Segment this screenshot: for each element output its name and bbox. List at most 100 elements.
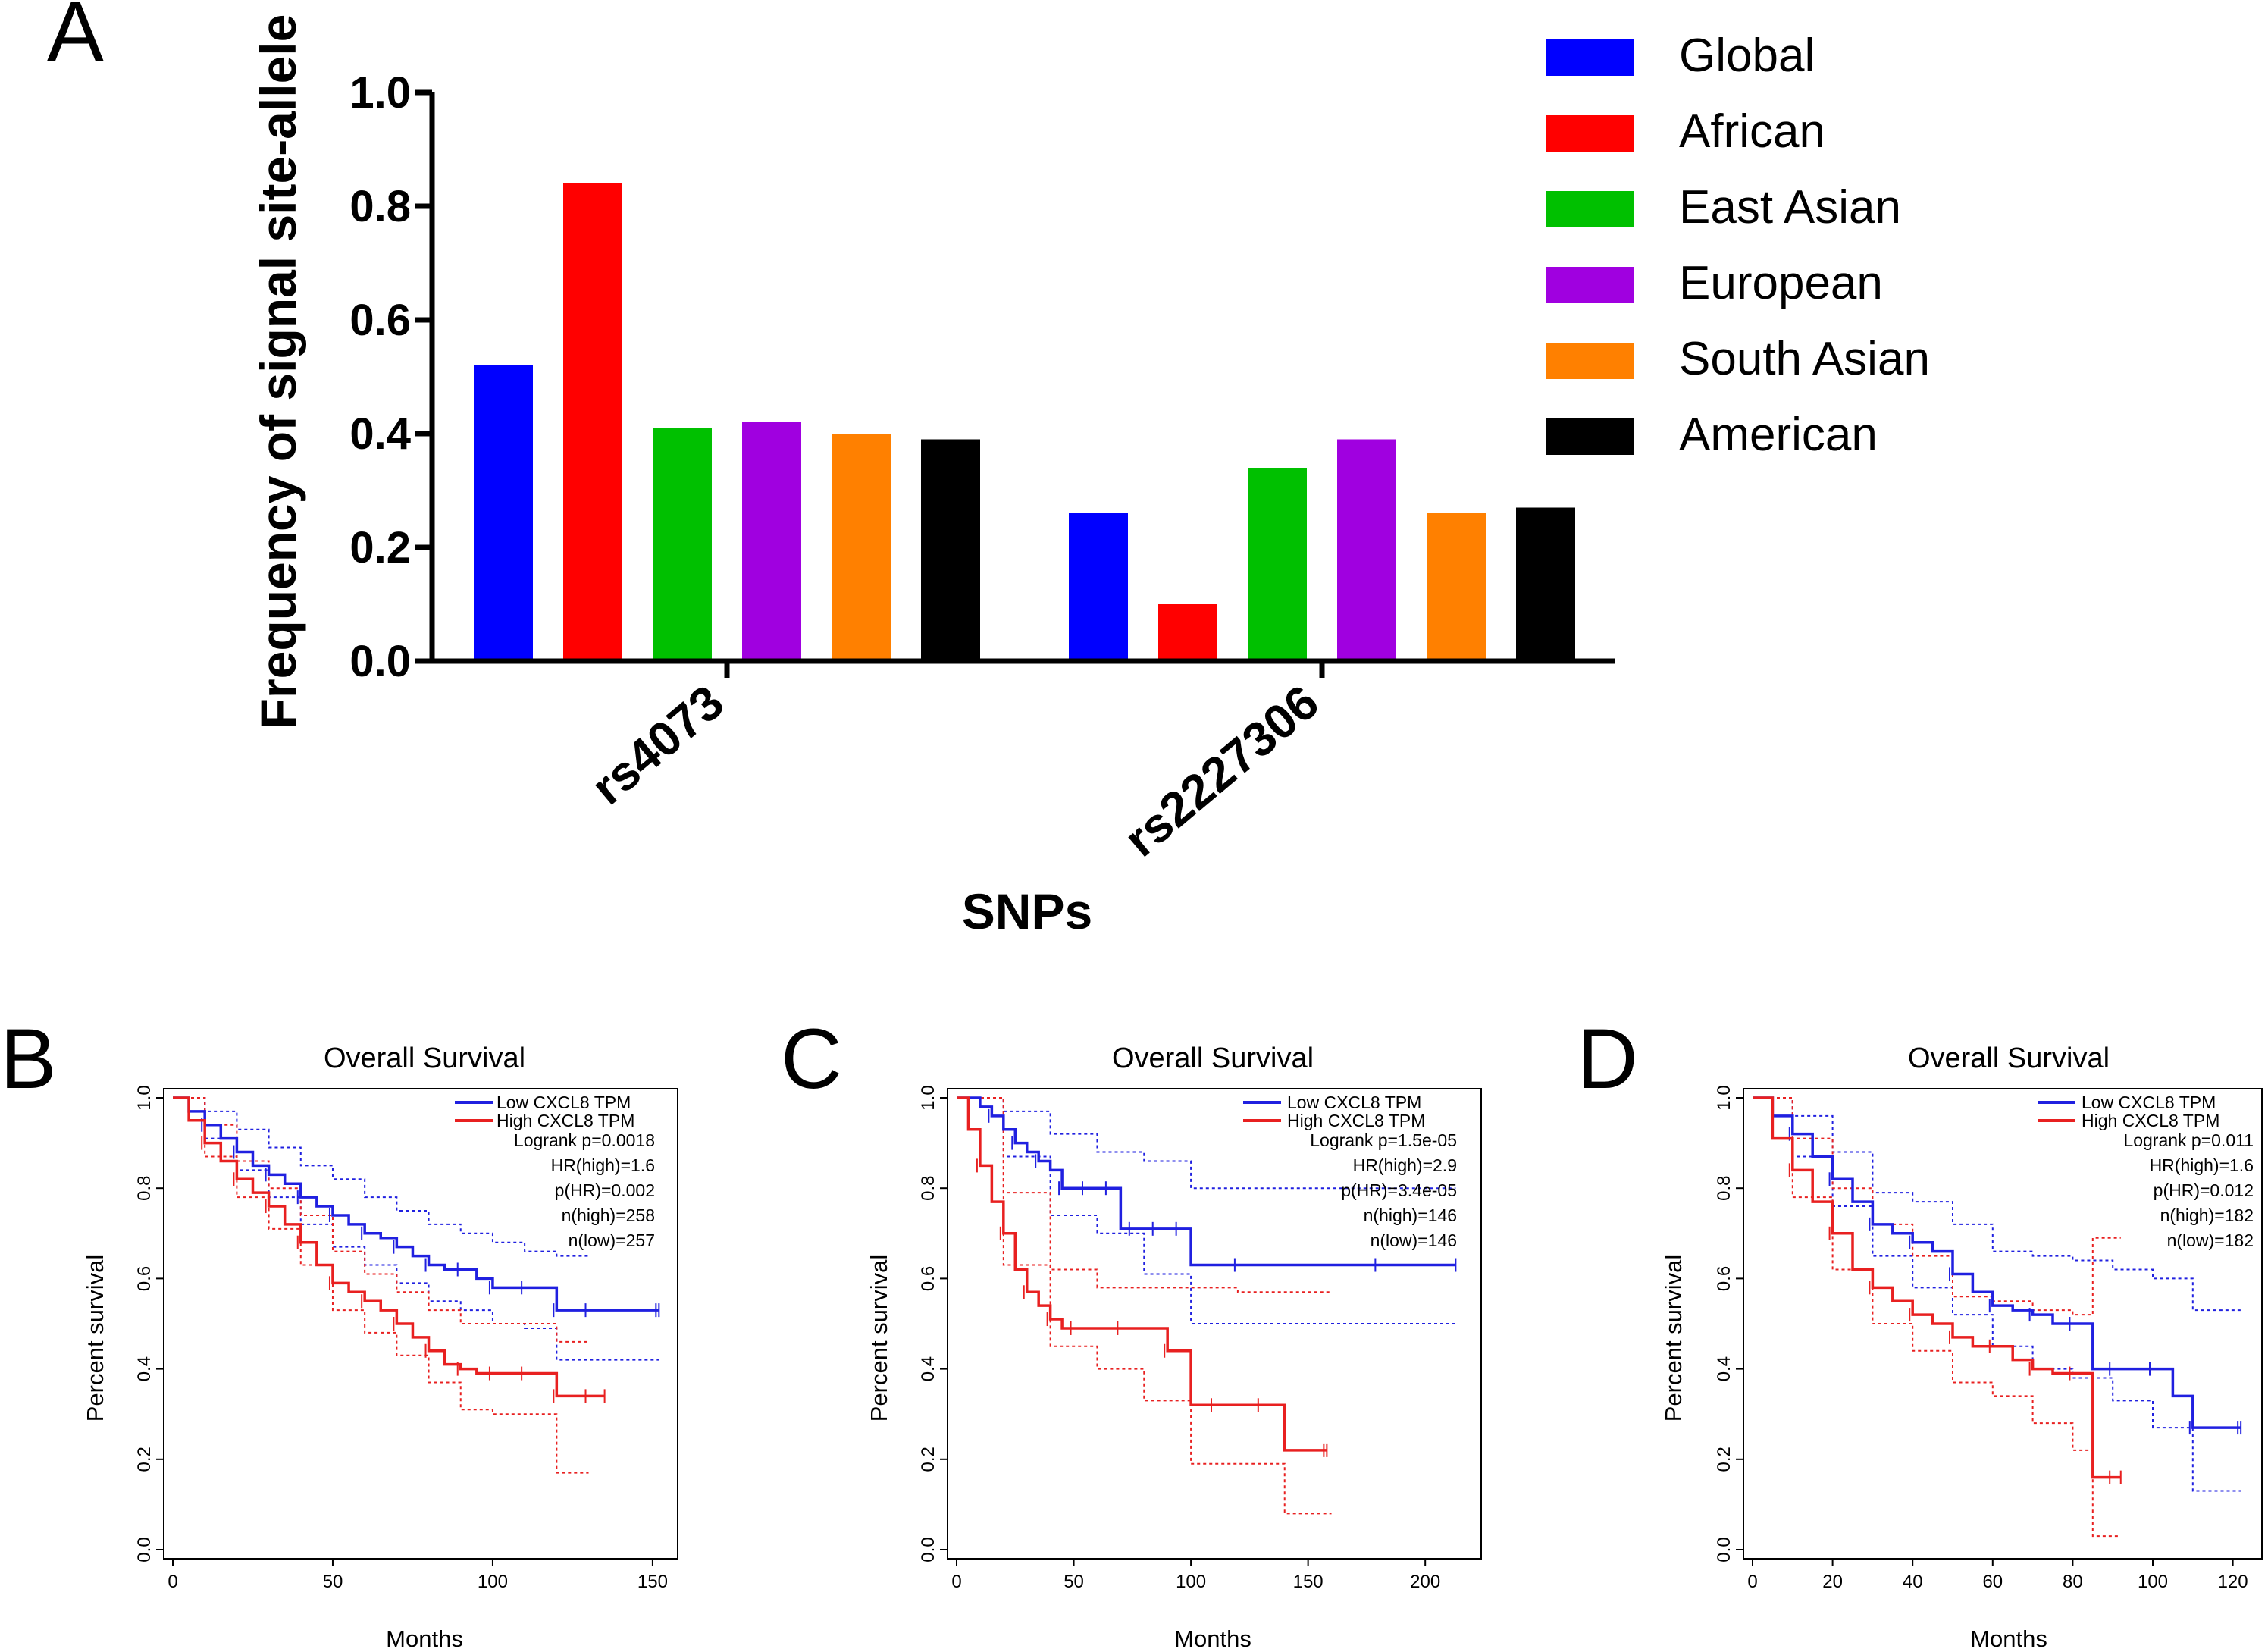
panel-d-title: Overall Survival <box>1908 1042 2110 1074</box>
panel-c-logrank: Logrank p=1.5e-05 <box>1310 1130 1457 1150</box>
panel-c-legend-high-label: High CXCL8 TPM <box>1287 1111 1425 1130</box>
y-tick-label: 0.2 <box>918 1447 938 1472</box>
high-ci-lower <box>173 1097 589 1474</box>
y-tick-label: 0.2 <box>1714 1447 1734 1472</box>
panel-d-letter: D <box>1577 1011 1638 1106</box>
panel-b-legend: Low CXCL8 TPM High CXCL8 TPM <box>455 1092 634 1130</box>
panel-c-n-low: n(low)=146 <box>1371 1230 1457 1250</box>
x-tick-label: 0 <box>168 1572 177 1592</box>
panel-d-legend: Low CXCL8 TPM High CXCL8 TPM <box>2038 1092 2219 1130</box>
plot-frame <box>1743 1088 2263 1560</box>
panel-c-plot-area: 0.0 0.2 0.4 0.6 0.8 1.0 0 50 100 150 200 <box>918 1085 1482 1592</box>
panel-a-y-tick-label: 0.6 <box>349 296 411 345</box>
panel-d-plot-area: 0.0 0.2 0.4 0.6 0.8 1.0 0 20 40 60 80 100 120 <box>1714 1085 2263 1592</box>
legend-swatch-east-asian <box>1546 191 1634 227</box>
low-survival-curve <box>173 1096 659 1312</box>
panel-c-survival-plot: C Overall Survival Percent survival Mont… <box>781 1011 1482 1652</box>
panel-b-title: Overall Survival <box>324 1042 525 1074</box>
panel-a-letter: A <box>47 0 104 79</box>
x-tick-label: 0 <box>1747 1572 1757 1592</box>
panel-d-n-high: n(high)=182 <box>2160 1205 2254 1225</box>
low-survival-curve <box>957 1096 1456 1267</box>
low-ci-upper <box>957 1097 1456 1190</box>
legend-label-european: European <box>1679 257 1883 309</box>
bar-rs2227306-south-asian <box>1427 513 1486 661</box>
panel-a-bars <box>474 183 1575 661</box>
panel-c-legend: Low CXCL8 TPM High CXCL8 TPM <box>1243 1092 1425 1130</box>
panel-d-n-low: n(low)=182 <box>2167 1230 2254 1250</box>
legend-label-east-asian: East Asian <box>1679 181 1901 234</box>
legend-label-south-asian: South Asian <box>1679 333 1930 385</box>
y-tick-label: 0.0 <box>134 1537 155 1562</box>
bar-rs2227306-european <box>1337 439 1396 661</box>
y-tick-label: 1.0 <box>1714 1085 1734 1110</box>
panel-a-x-tick-label: rs2227306 <box>1114 675 1329 867</box>
legend-swatch-global <box>1546 39 1634 76</box>
high-survival-curve <box>957 1096 1327 1452</box>
panel-c-letter: C <box>781 1011 842 1106</box>
high-survival-curve <box>173 1096 605 1398</box>
panel-a-x-tick-label: rs4073 <box>581 675 734 816</box>
bar-rs4073-african <box>563 183 622 661</box>
high-ci-upper <box>1753 1097 2121 1316</box>
panel-b-x-axis-label: Months <box>386 1625 463 1652</box>
panel-b-legend-high-label: High CXCL8 TPM <box>497 1111 634 1130</box>
panel-a-y-tick-label: 0.8 <box>349 182 411 231</box>
y-tick-label: 0.8 <box>134 1176 155 1201</box>
panel-a-category-labels: rs4073 rs2227306 <box>581 661 1329 867</box>
y-tick-label: 0.4 <box>134 1356 155 1381</box>
y-tick-label: 0.6 <box>134 1266 155 1291</box>
panel-a-y-tick-label: 1.0 <box>349 68 411 118</box>
x-tick-label: 50 <box>323 1572 343 1592</box>
bar-rs4073-east-asian <box>653 428 712 661</box>
legend-swatch-african <box>1546 115 1634 152</box>
panel-d-survival-plot: D Overall Survival Percent survival Mont… <box>1577 1011 2263 1652</box>
panel-b-n-low: n(low)=257 <box>569 1230 655 1250</box>
y-tick-label: 0.2 <box>134 1447 155 1472</box>
panel-d-legend-low-label: Low CXCL8 TPM <box>2082 1092 2216 1112</box>
y-tick-label: 0.4 <box>918 1356 938 1381</box>
bar-rs4073-american <box>921 439 980 661</box>
high-survival-curve <box>1753 1096 2121 1479</box>
y-tick-label: 0.8 <box>1714 1176 1734 1201</box>
panel-b-logrank: Logrank p=0.0018 <box>514 1130 655 1150</box>
y-tick-label: 1.0 <box>918 1085 938 1110</box>
panel-d-legend-high-label: High CXCL8 TPM <box>2082 1111 2219 1130</box>
panel-d-x-axis-label: Months <box>1970 1625 2047 1652</box>
panel-b-letter: B <box>0 1011 57 1106</box>
high-ci-lower <box>1753 1097 2121 1538</box>
panel-a-bar-chart: A Frequency of signal site-allele 0.0 0.2… <box>47 0 1930 939</box>
x-tick-label: 150 <box>1293 1572 1324 1592</box>
panel-c-hr: HR(high)=2.9 <box>1353 1155 1457 1175</box>
plot-frame <box>947 1088 1482 1560</box>
panel-d-stats: Logrank p=0.011 HR(high)=1.6 p(HR)=0.012… <box>2123 1130 2254 1250</box>
panel-b-n-high: n(high)=258 <box>562 1205 655 1225</box>
y-tick-label: 0.6 <box>1714 1266 1734 1291</box>
bar-rs2227306-african <box>1158 604 1217 661</box>
bar-rs2227306-american <box>1516 507 1575 661</box>
panel-c-y-axis-label: Percent survival <box>866 1255 892 1422</box>
panel-a-y-axis-label: Frequency of signal site-allele <box>250 14 306 729</box>
panel-d-logrank: Logrank p=0.011 <box>2123 1130 2254 1150</box>
bar-rs2227306-east-asian <box>1248 468 1307 661</box>
panel-c-legend-low-label: Low CXCL8 TPM <box>1287 1092 1421 1112</box>
panel-b-y-axis-label: Percent survival <box>82 1255 108 1422</box>
x-tick-label: 200 <box>1410 1572 1440 1592</box>
panel-b-legend-low-label: Low CXCL8 TPM <box>497 1092 631 1112</box>
panel-c-title: Overall Survival <box>1112 1042 1314 1074</box>
panel-a-y-tick-label: 0.0 <box>349 637 411 686</box>
plot-frame <box>163 1088 678 1560</box>
panel-b-stats: Logrank p=0.0018 HR(high)=1.6 p(HR)=0.00… <box>514 1130 655 1250</box>
legend-label-american: American <box>1679 409 1878 461</box>
panel-c-x-axis-label: Months <box>1174 1625 1251 1652</box>
panel-c-p-hr: p(HR)=3.4e-05 <box>1341 1180 1457 1200</box>
panel-a-y-tick-label: 0.2 <box>349 523 411 572</box>
panel-b-p-hr: p(HR)=0.002 <box>555 1180 655 1200</box>
legend-swatch-south-asian <box>1546 343 1634 379</box>
y-tick-label: 0.4 <box>1714 1356 1734 1381</box>
panel-c-n-high: n(high)=146 <box>1364 1205 1457 1225</box>
x-tick-label: 60 <box>1982 1572 2003 1592</box>
x-tick-label: 100 <box>1176 1572 1206 1592</box>
panel-a-y-ticks: 0.0 0.2 0.4 0.6 0.8 1.0 <box>349 68 432 686</box>
y-tick-label: 0.8 <box>918 1176 938 1201</box>
